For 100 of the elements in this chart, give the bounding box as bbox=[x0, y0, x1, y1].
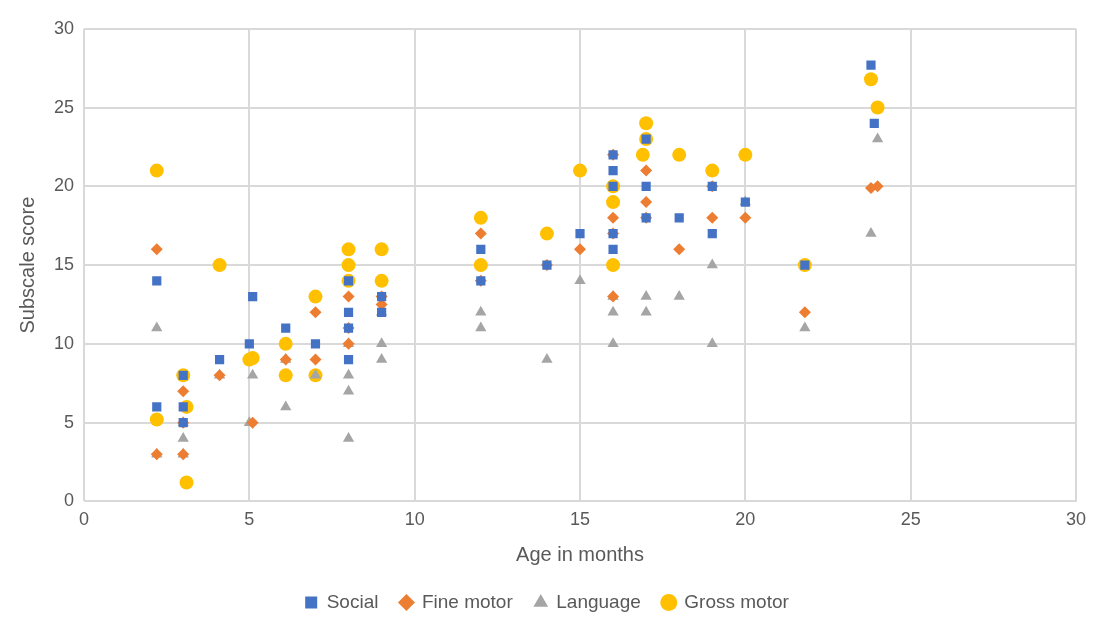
y-tick-label: 10 bbox=[53, 332, 75, 353]
point bbox=[574, 274, 586, 285]
y-tick-label: 15 bbox=[53, 254, 75, 275]
point bbox=[278, 336, 293, 351]
point bbox=[639, 116, 654, 131]
point bbox=[707, 229, 717, 239]
point bbox=[280, 400, 292, 411]
point bbox=[799, 321, 811, 332]
point bbox=[608, 244, 618, 254]
point bbox=[308, 289, 323, 304]
point bbox=[248, 292, 258, 302]
point bbox=[863, 72, 878, 87]
point bbox=[473, 210, 488, 225]
point bbox=[341, 258, 356, 273]
legend-label: Fine motor bbox=[421, 590, 514, 612]
point bbox=[539, 226, 554, 241]
point bbox=[342, 290, 355, 303]
y-tick-label: 25 bbox=[53, 96, 75, 117]
point bbox=[246, 416, 259, 429]
point bbox=[869, 118, 879, 128]
point bbox=[343, 355, 354, 365]
y-tick-label: 5 bbox=[64, 411, 75, 432]
point bbox=[309, 368, 322, 379]
point bbox=[474, 227, 487, 240]
point bbox=[640, 290, 652, 300]
point bbox=[281, 323, 291, 333]
point bbox=[798, 306, 811, 319]
x-tick-label: 5 bbox=[244, 509, 255, 530]
point bbox=[244, 339, 254, 349]
point bbox=[342, 368, 355, 379]
point bbox=[177, 385, 190, 398]
point bbox=[705, 163, 720, 178]
point bbox=[635, 147, 650, 162]
point bbox=[640, 305, 652, 316]
legend-label: Gross motor bbox=[684, 590, 790, 612]
point bbox=[865, 227, 877, 237]
point bbox=[640, 196, 653, 209]
point bbox=[341, 242, 356, 257]
point bbox=[278, 368, 293, 383]
point bbox=[674, 213, 684, 223]
point bbox=[151, 321, 163, 332]
y-tick-label: 30 bbox=[53, 17, 75, 38]
point bbox=[866, 60, 876, 70]
point bbox=[871, 132, 884, 143]
point bbox=[706, 211, 719, 224]
point bbox=[641, 181, 651, 191]
x-tick-label: 30 bbox=[1065, 509, 1086, 530]
point bbox=[573, 163, 588, 178]
point bbox=[374, 242, 389, 257]
point bbox=[152, 276, 162, 286]
point bbox=[212, 258, 227, 273]
point bbox=[706, 337, 718, 348]
point bbox=[739, 211, 752, 224]
point bbox=[673, 290, 685, 300]
point bbox=[706, 258, 718, 269]
point bbox=[310, 339, 321, 349]
x-axis-title: Age in months bbox=[516, 542, 644, 565]
point bbox=[476, 244, 486, 254]
point bbox=[606, 258, 621, 273]
x-tick-label: 25 bbox=[900, 509, 921, 530]
point bbox=[607, 337, 619, 348]
point bbox=[607, 305, 619, 316]
point bbox=[374, 273, 389, 288]
point bbox=[475, 305, 487, 316]
point bbox=[607, 211, 620, 224]
x-tick-label: 10 bbox=[404, 509, 425, 530]
point bbox=[309, 306, 322, 319]
y-tick-label: 0 bbox=[64, 490, 75, 511]
x-tick-label: 20 bbox=[735, 509, 756, 530]
point bbox=[606, 195, 621, 210]
legend-label: Social bbox=[326, 590, 379, 612]
point bbox=[375, 337, 388, 348]
point bbox=[342, 431, 355, 442]
point bbox=[178, 402, 188, 412]
point bbox=[473, 258, 488, 273]
point bbox=[309, 353, 322, 366]
y-axis-title: Subscale score bbox=[15, 196, 38, 334]
point bbox=[247, 368, 259, 379]
point bbox=[214, 355, 225, 365]
point bbox=[152, 402, 162, 412]
point bbox=[640, 164, 653, 177]
y-tick-label: 20 bbox=[53, 175, 75, 196]
point bbox=[673, 243, 686, 256]
point bbox=[575, 229, 585, 239]
point bbox=[541, 353, 553, 363]
point bbox=[608, 165, 618, 176]
point bbox=[574, 243, 587, 256]
point bbox=[150, 243, 163, 256]
point bbox=[475, 321, 487, 332]
point bbox=[375, 353, 388, 363]
point bbox=[342, 384, 355, 395]
point bbox=[149, 163, 164, 178]
point bbox=[179, 475, 194, 490]
legend-label: Language bbox=[556, 590, 641, 612]
point bbox=[870, 100, 885, 115]
point bbox=[177, 431, 189, 442]
point bbox=[738, 147, 753, 162]
point bbox=[343, 307, 354, 317]
point bbox=[672, 147, 687, 162]
point bbox=[149, 412, 164, 427]
